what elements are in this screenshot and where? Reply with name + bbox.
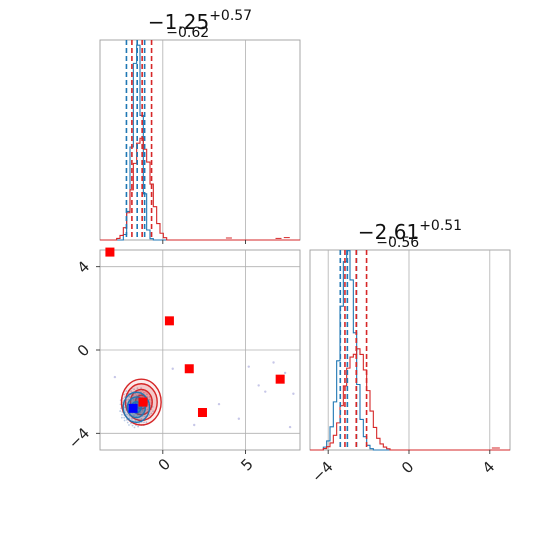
joint-sample-point xyxy=(148,395,151,398)
joint-sample-point xyxy=(134,419,137,422)
joint-sample-point xyxy=(143,391,145,394)
joint-sample-point xyxy=(140,387,143,390)
joint-sample-point xyxy=(217,402,221,406)
joint-sample-point xyxy=(140,417,143,420)
joint-sample-point xyxy=(144,415,146,418)
joint-sample-point xyxy=(272,361,275,364)
joint-sample-point xyxy=(128,424,130,426)
joint-sample-point xyxy=(113,375,117,379)
joint-marker-highlight xyxy=(128,403,138,413)
joint-sample-point xyxy=(125,390,128,392)
joint-panel: 0 5 −4 0 4 xyxy=(65,247,301,474)
joint-sample-point xyxy=(264,390,267,393)
joint-sample-point xyxy=(133,426,136,429)
joint-sample-point xyxy=(193,423,196,427)
joint-sample-point xyxy=(130,422,132,425)
joint-sample-point xyxy=(128,395,131,398)
marginal-1-hist-model_b xyxy=(100,137,300,241)
marginal-1-title: −1.25+0.57 −0.62 xyxy=(148,8,252,41)
joint-sample-point xyxy=(119,410,122,412)
joint-sample-point xyxy=(130,390,133,393)
marginal-2-hist-model_b xyxy=(310,348,510,451)
joint-sample-point xyxy=(237,417,241,420)
marginal-2-title-value: −2.61 xyxy=(358,220,419,244)
joint-sample-point xyxy=(120,416,123,419)
joint-sample-point xyxy=(126,413,128,416)
joint-marker xyxy=(184,364,194,374)
joint-sample-point xyxy=(141,409,144,412)
joint-marker xyxy=(275,374,285,384)
marginal-2-xtick-label: 0 xyxy=(398,458,417,477)
joint-sample-point xyxy=(126,421,129,424)
joint-sample-point xyxy=(146,393,148,396)
joint-sample-point xyxy=(146,408,149,411)
joint-sample-point xyxy=(132,398,135,401)
joint-sample-point xyxy=(120,413,123,416)
marginal-1-title-lower: −0.62 xyxy=(166,25,209,41)
joint-sample-point xyxy=(247,365,250,368)
joint-sample-point xyxy=(292,392,295,395)
marginal-1-title-value: −1.25 xyxy=(148,10,209,34)
joint-sample-point xyxy=(257,384,260,387)
joint-sample-point xyxy=(133,414,135,417)
joint-sample-point xyxy=(152,410,154,413)
joint-xtick-label: 0 xyxy=(155,455,174,474)
marginal-panel-2: −4 0 4 −2.61+0.51 −0.56 xyxy=(308,218,511,486)
marginal-1-title-upper: +0.57 xyxy=(209,8,252,24)
joint-marker xyxy=(197,408,207,417)
joint-sample-point xyxy=(135,394,138,397)
joint-xtick-label: 5 xyxy=(237,455,256,474)
joint-sample-point xyxy=(148,414,151,416)
joint-sample-point xyxy=(143,421,145,424)
joint-sample-point xyxy=(288,425,292,429)
joint-sample-point xyxy=(127,398,130,401)
marginal-2-title-lower: −0.56 xyxy=(376,235,419,251)
joint-sample-point xyxy=(134,392,137,395)
marginal-2-xtick-label: −4 xyxy=(308,458,336,486)
joint-marker xyxy=(105,247,115,257)
joint-sample-point xyxy=(148,398,151,401)
joint-sample-point xyxy=(123,416,126,419)
joint-sample-point xyxy=(137,425,140,428)
joint-sample-point xyxy=(171,367,174,370)
joint-sample-point xyxy=(150,412,153,415)
joint-sample-point xyxy=(283,371,287,375)
joint-sample-point xyxy=(136,387,139,390)
marginal-panel-1: −1.25+0.57 −0.62 xyxy=(99,8,301,244)
joint-marker xyxy=(138,397,148,407)
joint-sample-point xyxy=(123,393,125,396)
joint-sample-point xyxy=(133,388,135,391)
joint-ytick-label: 0 xyxy=(74,341,93,360)
joint-sample-point xyxy=(131,424,134,427)
joint-sample-point xyxy=(123,419,126,422)
marginal-2-title-upper: +0.51 xyxy=(419,218,462,234)
joint-ytick-label: −4 xyxy=(65,424,93,452)
marginal-2-xtick-label: 4 xyxy=(479,458,498,477)
joint-ytick-label: 4 xyxy=(74,257,93,276)
joint-sample-point xyxy=(145,421,148,424)
joint-marker xyxy=(164,316,174,326)
marginal-2-title: −2.61+0.51 −0.56 xyxy=(358,218,462,251)
joint-sample-point xyxy=(131,417,133,420)
